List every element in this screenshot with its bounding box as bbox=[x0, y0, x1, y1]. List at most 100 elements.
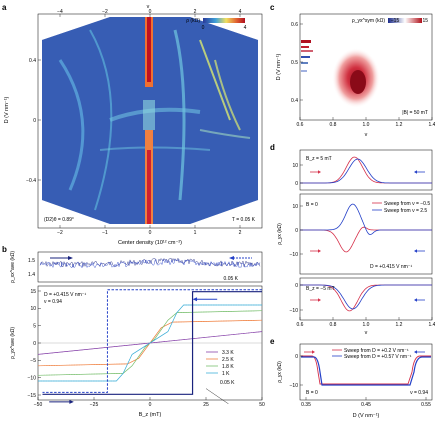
panel-a-x-label: 0 bbox=[149, 230, 152, 236]
panel-b-x-label: B_z (mT) bbox=[139, 412, 162, 418]
panel-c-label: c bbox=[270, 3, 275, 12]
panel-b-top-ytick-2: 1.4 bbox=[28, 272, 35, 278]
panel-e-label: e bbox=[270, 337, 275, 346]
panel-d-sub2-red bbox=[300, 226, 432, 253]
panel-b-y-label: 15 bbox=[30, 289, 36, 295]
panel-c-x-label: 0.6 bbox=[297, 122, 304, 128]
panel-d-sub1-blue bbox=[300, 158, 432, 184]
panel-a-y-label: 0.4 bbox=[29, 58, 36, 64]
panel-c: c D (V nm⁻¹) 0.6 0.5 0.4 0.6 0.8 1.0 1.2 1.4 ν… bbox=[270, 3, 435, 138]
panel-b-top-y-label: ρ_xx^ave (kΩ) bbox=[10, 251, 16, 283]
panel-d-sub2-annot2: D = +0.415 V nm⁻¹ bbox=[370, 264, 412, 270]
panel-d-arrowhead bbox=[414, 170, 417, 174]
panel-e-y-label: 0 bbox=[295, 354, 298, 360]
panel-d-y-label: ρ_yx (kΩ) bbox=[277, 223, 283, 245]
panel-a-x-ticks: −2 −1 0 1 2 bbox=[57, 225, 242, 236]
panel-b: b ρ_xx^ave (kΩ) 1.5 1.4 0.05 K ρ_yx^ave … bbox=[2, 245, 265, 418]
panel-a-x-label: Center density (10¹² cm⁻²) bbox=[118, 240, 182, 246]
panel-e-legend-label: Sweep from D = +0.2 V nm⁻¹ bbox=[344, 348, 409, 354]
panel-e-x-label: 0.55 bbox=[421, 402, 431, 408]
panel-a-y-label: D (V nm⁻¹) bbox=[4, 96, 10, 123]
panel-b-top-annot: 0.05 K bbox=[224, 276, 239, 282]
panel-d-arrowhead bbox=[414, 249, 417, 253]
panel-c-y-label: D (V nm⁻¹) bbox=[276, 53, 282, 80]
panel-e-arrowhead bbox=[414, 350, 417, 354]
panel-a-x-label: −2 bbox=[57, 230, 63, 236]
panel-c-y-label: 0.6 bbox=[291, 22, 298, 28]
panel-b-x-ticks: −50 −25 0 25 50 bbox=[34, 397, 265, 408]
panel-b-arrowhead bbox=[69, 399, 74, 404]
panel-c-colorbar bbox=[388, 18, 422, 23]
panel-b-legend-label: 2.5 K bbox=[222, 357, 234, 363]
panel-c-cbar-min: −15 bbox=[391, 18, 400, 24]
panel-d-arrowhead bbox=[318, 249, 321, 253]
panel-d-sub2-y-label: 0 bbox=[295, 228, 298, 234]
panel-a-x-label: 2 bbox=[239, 230, 242, 236]
panel-b-x-label: −25 bbox=[90, 402, 99, 408]
panel-b-top-frame bbox=[37, 251, 263, 283]
panel-a-label: a bbox=[2, 3, 7, 12]
panel-d-traces bbox=[300, 156, 432, 312]
panel-e-arrowhead bbox=[312, 350, 315, 354]
panel-b-top-arrowhead bbox=[68, 256, 73, 260]
panel-b-pointer bbox=[205, 388, 229, 404]
panel-b-top-ytick-1: 1.5 bbox=[28, 258, 35, 264]
panel-b-x-label: −50 bbox=[34, 402, 43, 408]
panel-a-top-ticks: −4 −2 0 2 4 bbox=[57, 9, 242, 17]
panel-d-sub1-frame bbox=[299, 149, 433, 191]
panel-a-top-axis-label: ν bbox=[147, 4, 150, 10]
panel-a-cbar-min: 0 bbox=[202, 25, 205, 31]
panel-d-legend-label: Sweep from ν = 2.5 bbox=[384, 208, 427, 214]
panel-e-x-label: 0.35 bbox=[301, 402, 311, 408]
panel-d-y-ticks: 10 0 10 0 −10 0 −10 bbox=[290, 163, 303, 314]
panel-b-legend-label: 1 K bbox=[222, 371, 230, 377]
panel-e-annot2: ν = 0.94 bbox=[410, 390, 428, 396]
panel-d-sub2-y-label: 10 bbox=[292, 204, 298, 210]
panel-d-x-label: 1.0 bbox=[363, 322, 370, 328]
panel-b-legend-label: 3.3 K bbox=[222, 350, 234, 356]
panel-d-arrowhead bbox=[318, 298, 321, 302]
panel-b-y-label: −15 bbox=[28, 393, 37, 399]
panel-b-series-3-reverse bbox=[38, 304, 262, 382]
panel-b-hysteresis-down bbox=[42, 289, 262, 393]
panel-a-y-label: 0 bbox=[33, 118, 36, 124]
panel-d-sub3-annot: B_z = −5 mT bbox=[306, 286, 335, 292]
panel-b-x-label: 50 bbox=[259, 402, 265, 408]
panel-d-sub1-annot: B_z = 5 mT bbox=[306, 156, 332, 162]
panel-d: d B_z = 5 mT B = 0 B_z = −5 mT D = +0.41… bbox=[270, 143, 435, 336]
panel-c-x-label: 1.4 bbox=[429, 122, 435, 128]
panel-a-top-label: −4 bbox=[57, 9, 63, 15]
panel-d-sub3-frame bbox=[299, 277, 433, 321]
panel-e-x-ticks: 0.35 0.45 0.55 bbox=[301, 397, 431, 408]
panel-d-x-label: 1.2 bbox=[396, 322, 403, 328]
panel-e-x-label: D (V nm⁻¹) bbox=[353, 413, 380, 419]
panel-c-x-label: 0.8 bbox=[330, 122, 337, 128]
panel-c-y-label: 0.4 bbox=[291, 98, 298, 104]
panel-b-annot2: ν = 0.94 bbox=[44, 299, 62, 305]
panel-a-annot-left: (D2)θ = 0.89° bbox=[44, 217, 74, 223]
panel-d-sub1-y-label: 10 bbox=[292, 163, 298, 169]
panel-c-heatmap bbox=[301, 40, 380, 108]
panel-d-sub2-blue bbox=[300, 203, 432, 236]
panel-d-x-label: ν bbox=[365, 330, 368, 336]
panel-b-top-arrowhead bbox=[229, 256, 234, 260]
panel-d-x-label: 0.6 bbox=[297, 322, 304, 328]
panel-b-label: b bbox=[2, 245, 7, 254]
panel-b-x-label: 25 bbox=[203, 402, 209, 408]
panel-a-x-label: −1 bbox=[102, 230, 108, 236]
panel-b-top-traces bbox=[39, 256, 261, 269]
panel-d-legend-label: Sweep from ν = −0.5 bbox=[384, 201, 430, 207]
panel-a-heatmap bbox=[42, 17, 258, 224]
panel-a-top-label: 4 bbox=[239, 9, 242, 15]
panel-b-y-label: 0 bbox=[33, 341, 36, 347]
panel-d-arrowhead bbox=[318, 170, 321, 174]
panel-b-y-label: −10 bbox=[28, 375, 37, 381]
panel-b-annot-bottom: 0.05 K bbox=[220, 380, 235, 386]
panel-a-annot-right: T = 0.05 K bbox=[232, 217, 256, 223]
panel-b-bottom-plot bbox=[37, 289, 263, 404]
panel-a: a ν −4 −2 0 2 4 D (V nm⁻¹) 0.40−0.4 −2 −1 0 1 2 … bbox=[2, 3, 263, 246]
panel-b-legend: 3.3 K2.5 K1.8 K1 K bbox=[206, 350, 234, 377]
